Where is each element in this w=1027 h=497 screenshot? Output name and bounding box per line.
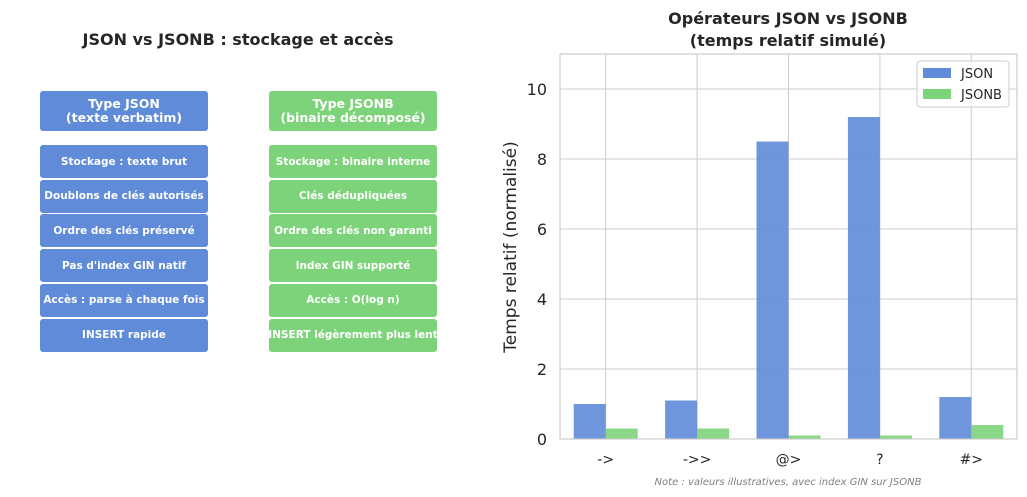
jsonb-feature-box: Stockage : binaire interne	[269, 145, 437, 178]
json-header-line1: Type JSON	[88, 96, 160, 111]
legend-jsonb-swatch	[923, 89, 951, 99]
json-feature-box: Ordre des clés préservé	[40, 214, 208, 248]
jsonb-feature-box: Accès : O(log n)	[269, 283, 437, 317]
json-header-line2: (texte verbatim)	[65, 110, 183, 125]
y-tick-label: 10	[527, 80, 547, 99]
x-tick-label: ->>	[683, 452, 712, 468]
jsonb-bar-1	[697, 428, 730, 439]
jsonb-bar-4	[971, 425, 1004, 439]
x-tick-label: ?	[876, 452, 883, 468]
y-tick-label: 2	[537, 360, 547, 379]
jsonb-bar-2	[788, 435, 821, 439]
json-bar-4	[939, 397, 972, 439]
legend-json-label: JSON	[960, 67, 993, 82]
y-tick-label: 8	[537, 150, 547, 169]
jsonb-header-line2: (binaire décomposé)	[280, 110, 426, 125]
chart-note: Note : valeurs illustratives, avec index…	[655, 477, 922, 488]
jsonb-feature-box: Ordre des clés non garanti	[269, 214, 437, 248]
json-feature-box: Pas d'index GIN natif	[40, 249, 208, 283]
jsonb-header-line1: Type JSONB	[312, 96, 394, 111]
json-bar-3	[847, 117, 880, 439]
json-feature-box: INSERT rapide	[40, 318, 208, 352]
y-tick-label: 6	[537, 220, 547, 239]
x-tick-label: @>	[776, 452, 802, 468]
json-feature-box: Accès : parse à chaque fois	[40, 283, 208, 317]
y-tick-label: 4	[537, 290, 547, 309]
tick-layer: 0 2 4 6 8 10 -> ->> @>? #>	[527, 80, 983, 468]
json-bar-0	[573, 404, 606, 439]
legend-json-swatch	[923, 68, 951, 78]
json-bar-1	[665, 400, 698, 439]
y-axis-label: Temps relatif (normalisé)	[501, 141, 521, 353]
left-panel-title: JSON vs JSONB : stockage et accès	[82, 30, 394, 49]
json-column-header: Type JSON (texte verbatim)	[40, 91, 208, 131]
legend-jsonb-label: JSONB	[960, 88, 1002, 103]
jsonb-bar-3	[879, 435, 912, 439]
json-feature-box: Doublons de clés autorisés	[40, 179, 208, 213]
chart-title-line2: (temps relatif simulé)	[690, 31, 886, 50]
x-tick-label: #>	[960, 452, 983, 468]
jsonb-column-header: Type JSONB (binaire décomposé)	[269, 91, 437, 131]
y-tick-label: 0	[537, 430, 547, 449]
chart-title-line1: Opérateurs JSON vs JSONB	[668, 9, 908, 28]
jsonb-feature-box: Index GIN supporté	[269, 249, 437, 283]
jsonb-feature-box: Clés dédupliquées	[269, 179, 437, 213]
x-tick-label: ->	[597, 452, 614, 468]
legend: JSON JSONB	[916, 60, 1010, 108]
json-bar-2	[756, 141, 789, 439]
jsonb-feature-box: INSERT légèrement plus lent	[269, 318, 437, 352]
plot-frame	[559, 53, 1018, 440]
bar-layer	[573, 117, 1004, 439]
jsonb-bar-0	[605, 428, 638, 439]
json-feature-box: Stockage : texte brut	[40, 145, 208, 178]
